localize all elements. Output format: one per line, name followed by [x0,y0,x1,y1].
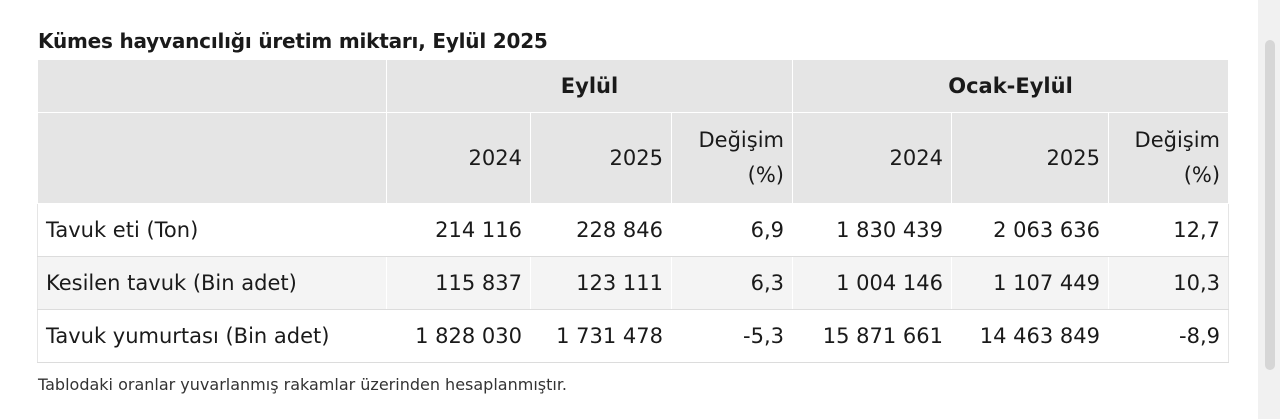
header-ytd-2024: 2024 [792,112,952,204]
table-row: Tavuk eti (Ton) 214 116 228 846 6,9 1 83… [37,203,1230,257]
cell-ytd-2024: 15 871 661 [792,309,952,363]
cell-month-2024: 1 828 030 [386,309,531,363]
cell-ytd-change: 12,7 [1107,203,1230,257]
change-unit: (%) [747,163,784,187]
vertical-scrollbar[interactable] [1258,0,1280,419]
cell-ytd-2024: 1 004 146 [792,256,952,310]
production-table: Eylül Ocak-Eylül 2024 2025 Değişim (%) 2… [37,59,1230,363]
cell-ytd-change: -8,9 [1107,309,1230,363]
change-unit: (%) [1183,163,1221,187]
cell-month-change: 6,3 [671,256,793,310]
change-label: Değişim [1134,128,1221,152]
cell-ytd-2024: 1 830 439 [792,203,952,257]
cell-month-change: 6,9 [671,203,793,257]
header-month-2024: 2024 [386,112,531,204]
header-ytd-2025: 2025 [951,112,1109,204]
header-label-cell [37,112,387,204]
header-ytd-change: Değişim (%) [1107,112,1230,204]
scrollbar-thumb[interactable] [1265,40,1275,370]
cell-ytd-2025: 1 107 449 [951,256,1109,310]
cell-month-2024: 214 116 [386,203,531,257]
header-sub-row: 2024 2025 Değişim (%) 2024 2025 Değişim … [37,112,1230,204]
cell-ytd-2025: 14 463 849 [951,309,1109,363]
footnote: Tablodaki oranlar yuvarlanmış rakamlar ü… [38,375,568,394]
header-group-row: Eylül Ocak-Eylül [37,59,1230,113]
table-row: Kesilen tavuk (Bin adet) 115 837 123 111… [37,256,1230,310]
cell-month-change: -5,3 [671,309,793,363]
cell-month-2025: 1 731 478 [530,309,672,363]
header-empty-cell [37,59,387,113]
cell-month-2025: 228 846 [530,203,672,257]
cell-month-2024: 115 837 [386,256,531,310]
cell-month-2025: 123 111 [530,256,672,310]
header-month-2025: 2025 [530,112,672,204]
header-month-change: Değişim (%) [671,112,793,204]
row-label: Tavuk eti (Ton) [37,203,387,257]
cell-ytd-2025: 2 063 636 [951,203,1109,257]
row-label: Kesilen tavuk (Bin adet) [37,256,387,310]
header-group-month: Eylül [386,59,793,113]
row-label: Tavuk yumurtası (Bin adet) [37,309,387,363]
change-label: Değişim [698,128,785,152]
cell-ytd-change: 10,3 [1107,256,1230,310]
table-title: Kümes hayvancılığı üretim miktarı, Eylül… [38,29,548,53]
table-row: Tavuk yumurtası (Bin adet) 1 828 030 1 7… [37,309,1230,363]
header-group-ytd: Ocak-Eylül [791,59,1230,113]
